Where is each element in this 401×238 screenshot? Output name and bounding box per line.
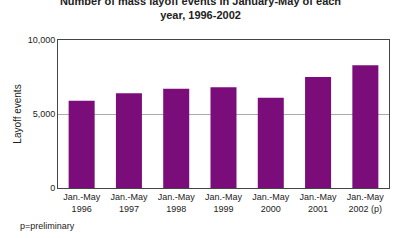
svg-text:Jan.-May1996: Jan.-May1996 bbox=[63, 192, 101, 214]
svg-text:Jan.-May1997: Jan.-May1997 bbox=[110, 192, 148, 214]
svg-text:Number of mass layoff events i: Number of mass layoff events in January-… bbox=[60, 0, 341, 21]
svg-text:Jan.-May2001: Jan.-May2001 bbox=[300, 192, 338, 214]
svg-text:Layoff events: Layoff events bbox=[12, 84, 23, 143]
svg-text:Jan.-May1999: Jan.-May1999 bbox=[205, 192, 243, 214]
svg-text:Jan.-May2002 (p): Jan.-May2002 (p) bbox=[347, 192, 385, 214]
svg-text:p=preliminary: p=preliminary bbox=[20, 221, 75, 231]
svg-text:0: 0 bbox=[50, 183, 55, 193]
svg-text:10,000: 10,000 bbox=[28, 35, 56, 45]
svg-text:Jan.-May2000: Jan.-May2000 bbox=[252, 192, 290, 214]
svg-text:5,000: 5,000 bbox=[33, 109, 56, 119]
svg-text:Jan.-May1998: Jan.-May1998 bbox=[158, 192, 196, 214]
